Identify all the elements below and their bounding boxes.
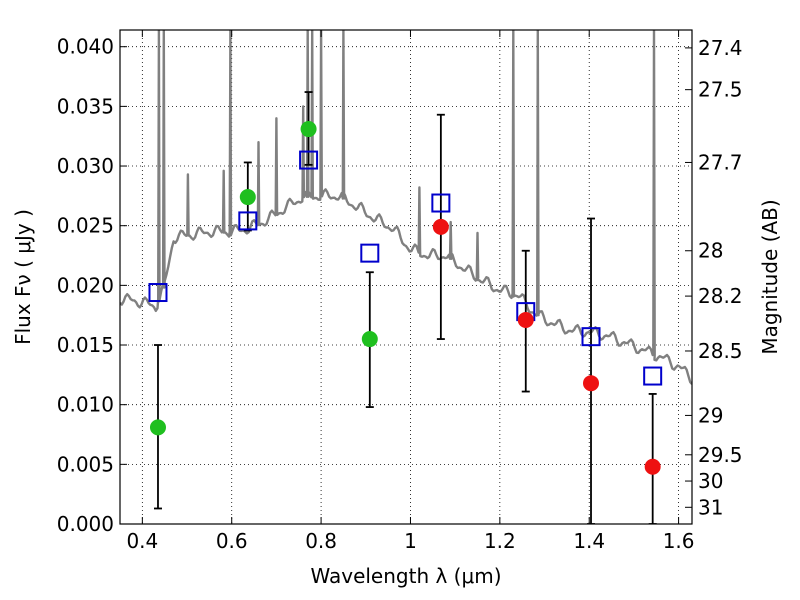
model-point bbox=[148, 283, 168, 303]
x-tick-label: 1.2 bbox=[484, 529, 516, 553]
model-point bbox=[581, 327, 601, 347]
model-point bbox=[360, 243, 380, 263]
x-axis-title: Wavelength λ (μm) bbox=[310, 564, 501, 588]
x-tick-label: 1 bbox=[404, 529, 417, 553]
y-tick-label: 0.040 bbox=[57, 35, 114, 59]
observed-point-red bbox=[517, 311, 534, 328]
x-tick-label: 1.6 bbox=[663, 529, 695, 553]
y-tick-label: 0.020 bbox=[57, 273, 114, 297]
model-point bbox=[431, 193, 451, 213]
right-tick-label: 29 bbox=[698, 403, 723, 427]
observed-point-red bbox=[583, 375, 600, 392]
right-tick-label: 30 bbox=[698, 469, 723, 493]
right-tick-label: 31 bbox=[698, 495, 723, 519]
right-tick-label: 28.2 bbox=[698, 284, 743, 308]
model-point bbox=[299, 150, 319, 170]
model-spectrum bbox=[120, 30, 692, 385]
observed-point-red bbox=[432, 218, 449, 235]
x-tick-label: 0.6 bbox=[216, 529, 248, 553]
right-tick-label: 27.7 bbox=[698, 150, 743, 174]
x-tick-label: 1.4 bbox=[573, 529, 605, 553]
right-tick-label: 27.5 bbox=[698, 78, 743, 102]
observed-point-green bbox=[361, 331, 378, 348]
y-tick-label: 0.005 bbox=[57, 452, 114, 476]
x-tick-label: 0.4 bbox=[126, 529, 158, 553]
x-tick-label: 0.8 bbox=[305, 529, 337, 553]
right-axis-title: Magnitude (AB) bbox=[758, 199, 782, 354]
y-tick-label: 0.000 bbox=[57, 512, 114, 536]
observed-point-green bbox=[239, 189, 256, 206]
x-axis-ticks: 0.4 0.6 0.8 1 1.2 1.4 1.6 bbox=[126, 30, 695, 553]
plot-frame bbox=[119, 29, 693, 525]
y-tick-label: 0.010 bbox=[57, 393, 114, 417]
y-tick-label: 0.015 bbox=[57, 333, 114, 357]
right-tick-label: 28 bbox=[698, 239, 723, 263]
model-point bbox=[238, 211, 258, 231]
y-tick-label: 0.035 bbox=[57, 94, 114, 118]
y-tick-label: 0.025 bbox=[57, 214, 114, 238]
observed-points bbox=[149, 121, 661, 475]
spectrum-line bbox=[120, 30, 692, 385]
plot-background bbox=[120, 30, 692, 524]
right-tick-label: 28.5 bbox=[698, 339, 743, 363]
observed-point-red bbox=[644, 458, 661, 475]
y-tick-label: 0.030 bbox=[57, 154, 114, 178]
right-tick-label: 29.5 bbox=[698, 443, 743, 467]
observed-point-green bbox=[300, 121, 317, 138]
model-points bbox=[148, 150, 663, 386]
y-axis-title: Flux Fν ( μJy ) bbox=[11, 209, 35, 345]
right-tick-label: 27.4 bbox=[698, 36, 743, 60]
y-axis-ticks: 0.000 0.005 0.010 0.015 0.020 0.025 0.030 0.035… bbox=[57, 35, 127, 536]
model-point bbox=[643, 366, 663, 386]
observed-point-green bbox=[149, 419, 166, 436]
